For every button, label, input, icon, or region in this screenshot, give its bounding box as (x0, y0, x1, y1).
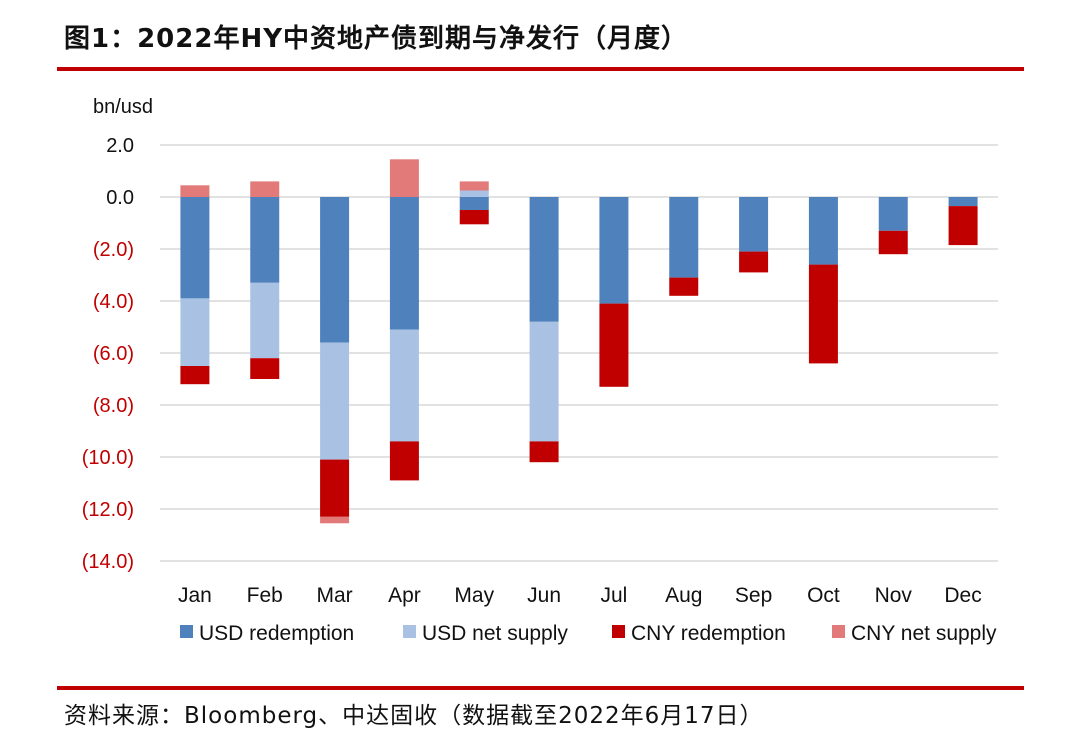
x-category-label: Feb (247, 584, 283, 607)
x-category-label: Apr (388, 584, 421, 607)
y-tick-label: 0.0 (106, 187, 134, 209)
bar-usd-net-supply (389, 329, 419, 442)
legend-label: CNY net supply (851, 622, 997, 645)
bar-cny-redemption (389, 441, 419, 481)
legend-swatch (403, 625, 416, 638)
x-category-label: Jul (600, 584, 627, 607)
bar-usd-redemption (878, 197, 908, 231)
bar-cny-redemption (529, 441, 559, 463)
top-rule (57, 67, 1024, 71)
y-tick-label: (8.0) (93, 395, 134, 417)
bar-usd-redemption (948, 197, 978, 207)
bar-usd-net-supply (529, 321, 559, 442)
bar-cny-net-supply (459, 181, 489, 191)
legend-label: CNY redemption (631, 622, 786, 645)
bar-usd-redemption (180, 197, 210, 299)
bar-usd-redemption (320, 197, 350, 343)
bar-cny-net-supply (320, 516, 350, 524)
bar-cny-redemption (948, 206, 978, 246)
bar-cny-redemption (599, 303, 629, 387)
x-category-labels: Jan Feb Mar Apr May Jun Jul Aug Sep Oct Nov Dec (178, 584, 982, 607)
legend-swatch (612, 625, 625, 638)
y-tick-label: (14.0) (82, 551, 134, 573)
figure-title: 图1：2022年HY中资地产债到期与净发行（月度） (64, 24, 689, 54)
x-category-label: May (454, 584, 494, 607)
bar-cny-redemption (739, 251, 769, 273)
y-tick-label: (2.0) (93, 239, 134, 261)
bar-cny-redemption (250, 358, 280, 379)
x-category-label: Sep (735, 584, 772, 607)
bar-usd-net-supply (180, 298, 210, 366)
bar-cny-net-supply (250, 181, 280, 197)
bars (180, 159, 978, 524)
bar-usd-redemption (529, 197, 559, 322)
bar-usd-net-supply (320, 342, 350, 460)
bar-cny-net-supply (389, 159, 419, 197)
legend: USD redemption USD net supply CNY redempti… (180, 622, 997, 645)
y-tick-label: (12.0) (82, 499, 134, 521)
bar-cny-redemption (180, 366, 210, 385)
y-tick-label: (4.0) (93, 291, 134, 313)
bar-cny-redemption (878, 230, 908, 255)
bar-cny-net-supply (180, 185, 210, 197)
y-tick-label: (6.0) (93, 343, 134, 365)
bar-usd-net-supply (250, 282, 280, 359)
x-category-label: Dec (944, 584, 981, 607)
legend-swatch (832, 625, 845, 638)
x-category-label: Aug (665, 584, 702, 607)
bottom-rule (57, 686, 1024, 690)
bar-usd-net-supply (459, 190, 489, 197)
x-category-label: Jan (178, 584, 212, 607)
bar-usd-redemption (459, 197, 489, 210)
x-category-label: Jun (527, 584, 561, 607)
bar-cny-redemption (669, 277, 699, 296)
bar-usd-redemption (599, 197, 629, 304)
legend-label: USD net supply (422, 622, 568, 645)
gridlines (160, 144, 998, 562)
bar-usd-redemption (389, 197, 419, 330)
x-category-label: Nov (875, 584, 913, 607)
bar-cny-redemption (459, 210, 489, 225)
bar-cny-redemption (320, 459, 350, 517)
bar-usd-redemption (808, 197, 838, 265)
x-category-label: Mar (316, 584, 352, 607)
bar-cny-redemption (808, 264, 838, 364)
x-category-label: Oct (807, 584, 840, 607)
y-tick-labels: 2.0 0.0 (2.0) (4.0) (6.0) (8.0) (10.0) (12.0) (1… (82, 135, 134, 573)
source-note: 资料来源：Bloomberg、中达固收（数据截至2022年6月17日） (64, 703, 764, 729)
y-axis-unit: bn/usd (93, 96, 153, 118)
bar-usd-redemption (739, 197, 769, 252)
legend-label: USD redemption (199, 622, 354, 645)
bar-usd-redemption (250, 197, 280, 283)
bar-usd-redemption (669, 197, 699, 278)
y-tick-label: 2.0 (106, 135, 134, 157)
legend-swatch (180, 625, 193, 638)
y-tick-label: (10.0) (82, 447, 134, 469)
